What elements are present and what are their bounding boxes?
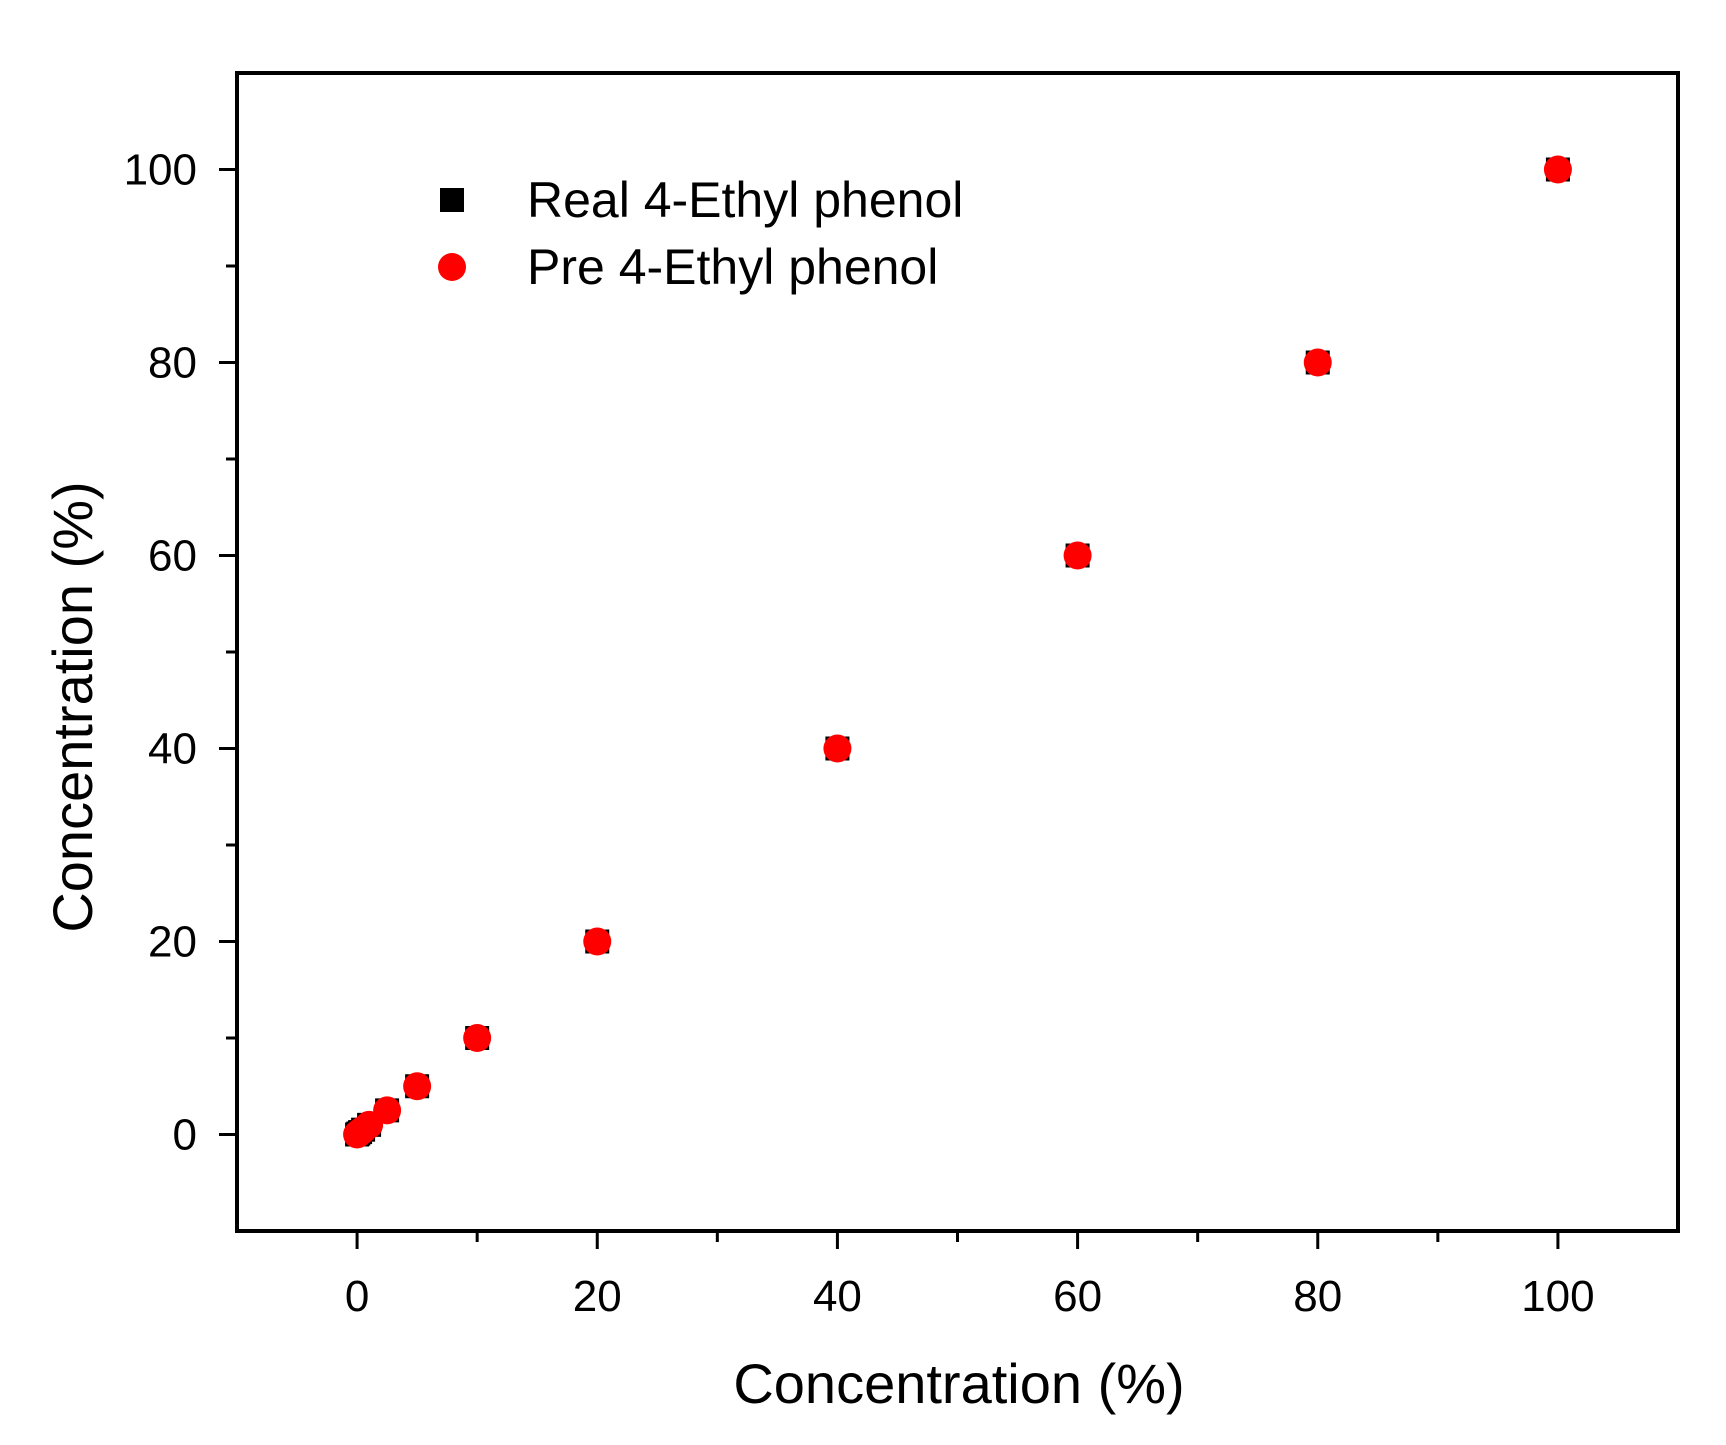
x-tick-label: 20 <box>573 1272 622 1321</box>
y-tick-label: 40 <box>148 725 197 774</box>
plot-frame <box>235 71 1680 1233</box>
data-point-circle <box>583 927 612 956</box>
x-tick-label: 40 <box>813 1272 862 1321</box>
data-points <box>343 155 1572 1149</box>
x-axis-title: Concentration (%) <box>733 1352 1184 1415</box>
y-tick-label: 20 <box>148 918 197 967</box>
data-point-circle <box>1543 155 1572 184</box>
data-point-circle <box>1303 348 1332 377</box>
legend-circle-icon <box>438 253 466 281</box>
x-tick-label: 100 <box>1521 1272 1594 1321</box>
y-axis-tick-labels: 0 20 40 60 80 100 <box>124 146 197 1160</box>
x-tick-label: 80 <box>1293 1272 1342 1321</box>
data-point-circle <box>403 1072 432 1101</box>
y-axis-title: Concentration (%) <box>41 481 104 932</box>
data-point-circle <box>373 1096 402 1125</box>
legend-square-icon <box>440 188 464 212</box>
x-axis-ticks <box>355 1231 1560 1249</box>
series-real <box>345 157 1570 1147</box>
data-point-circle <box>463 1024 492 1052</box>
legend: Real 4-Ethyl phenol Pre 4-Ethyl phenol <box>438 172 963 295</box>
series-pre <box>343 155 1572 1149</box>
x-axis-tick-labels: 0 20 40 60 80 100 <box>345 1272 1595 1321</box>
data-point-circle <box>823 734 852 763</box>
x-tick-label: 60 <box>1053 1272 1102 1321</box>
y-tick-label: 80 <box>148 339 197 388</box>
legend-label: Pre 4-Ethyl phenol <box>527 239 938 295</box>
x-tick-label: 0 <box>345 1272 369 1321</box>
y-tick-label: 0 <box>173 1111 197 1160</box>
y-axis-ticks <box>219 168 237 1136</box>
y-tick-label: 60 <box>148 532 197 581</box>
legend-label: Real 4-Ethyl phenol <box>527 172 963 228</box>
y-tick-label: 100 <box>124 146 197 195</box>
data-point-circle <box>1063 541 1092 570</box>
